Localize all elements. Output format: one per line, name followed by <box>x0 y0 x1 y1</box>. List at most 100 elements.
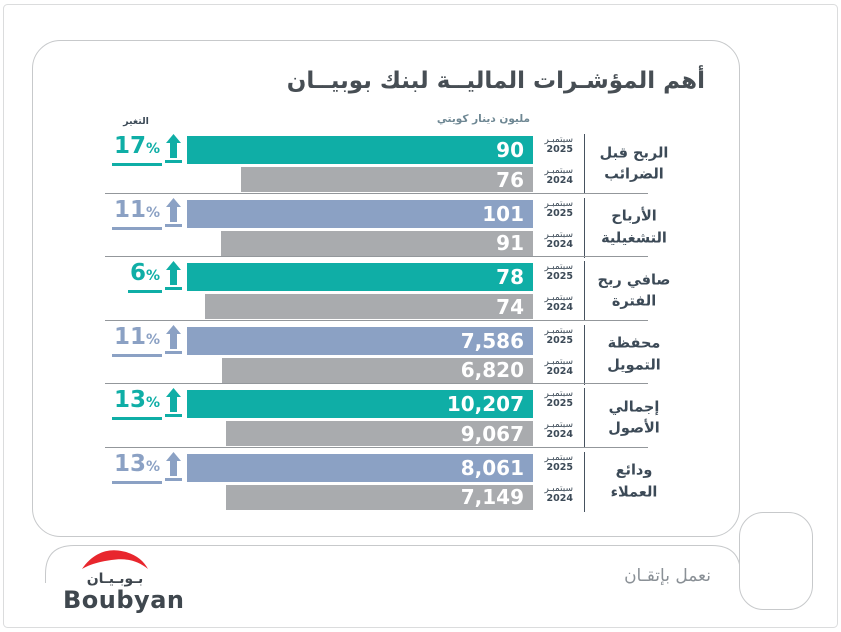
corner-tab-border <box>739 512 813 610</box>
report-card: أهم المؤشـرات الماليــة لبنك بوبيــان مل… <box>32 40 740 537</box>
metric-row: 13% 8,061 7,149 سبتمبـر 2025 سبتمبـر 202… <box>32 450 740 512</box>
metric-label-line2: الفترة <box>611 293 657 310</box>
outer-border <box>3 4 838 628</box>
divider-line <box>584 324 585 385</box>
metric-row: 6% 78 74 سبتمبـر 2025 سبتمبـر 2024 صافي … <box>32 260 740 321</box>
bar-previous-year: 9,067 <box>226 421 533 446</box>
footer-band-border <box>45 545 741 583</box>
year-label: 2024 <box>546 429 573 441</box>
value-current: 78 <box>496 265 524 289</box>
logo-arabic-wordmark: بـوبـيـان <box>86 571 144 587</box>
month-label: سبتمبـر <box>544 420 574 430</box>
change-column-label: التغير <box>123 116 149 127</box>
month-label: سبتمبـر <box>544 452 574 463</box>
month-label: سبتمبـر <box>544 356 574 367</box>
month-label: سبتمبـر <box>544 483 574 494</box>
metric-row: 11% 7,586 6,820 سبتمبـر 2025 سبتمبـر 202… <box>32 323 740 385</box>
month-label: سبتمبـر <box>544 262 574 272</box>
period-label-current: سبتمبـر 2025 <box>511 389 574 409</box>
change-percent-value: 13% <box>111 387 162 420</box>
bar-current-year: 78 <box>187 263 533 291</box>
period-label-previous: سبتمبـر 2024 <box>511 483 574 504</box>
metric-label-line1: صافي ربح <box>597 271 671 288</box>
metric-label-line2: التمويل <box>607 357 661 373</box>
footer-tagline: نعمل بإتقـان <box>624 566 711 586</box>
value-current: 8,061 <box>460 455 524 480</box>
year-label: 2025 <box>546 144 573 156</box>
change-number: 6 <box>129 260 146 286</box>
change-percent-value: 11% <box>111 196 162 230</box>
metric-label-line1: ودائع <box>615 462 653 479</box>
month-label: سبتمبـر <box>544 293 574 303</box>
row-separator <box>105 256 648 257</box>
value-previous: 76 <box>496 167 524 192</box>
increase-arrow-icon <box>165 324 182 354</box>
percent-sign: % <box>145 458 160 475</box>
row-separator <box>105 192 648 194</box>
period-label-previous: سبتمبـر 2024 <box>511 166 574 187</box>
increase-arrow-icon <box>165 197 182 227</box>
period-label-current: سبتمبـر 2025 <box>511 135 574 156</box>
month-label: سبتمبـر <box>544 135 574 145</box>
month-label: سبتمبـر <box>544 198 574 209</box>
percent-sign: % <box>145 141 160 157</box>
metric-label-line1: الربح قبل <box>599 144 669 161</box>
unit-label: مليون دينار كويتي <box>436 113 530 125</box>
metric-label-line2: الأصول <box>608 420 660 437</box>
divider-line <box>584 388 585 448</box>
year-label: 2025 <box>546 207 573 219</box>
change-number: 17 <box>113 133 146 159</box>
percent-sign: % <box>145 395 160 411</box>
value-current: 10,207 <box>446 392 524 416</box>
period-label-previous: سبتمبـر 2024 <box>511 420 574 441</box>
row-separator <box>105 319 648 321</box>
metric-label-line1: الأرباح <box>611 208 657 225</box>
metric-label: إجمالي الأصول <box>588 397 680 441</box>
divider-line <box>584 197 585 258</box>
bar-current-year: 10,207 <box>187 390 533 418</box>
change-percent-value: 13% <box>111 450 162 484</box>
period-label-current: سبتمبـر 2025 <box>511 262 574 283</box>
change-number: 13 <box>113 387 146 413</box>
year-label: 2024 <box>546 302 573 314</box>
increase-arrow-icon <box>165 451 182 481</box>
year-label: 2025 <box>546 271 573 283</box>
change-number: 11 <box>113 196 146 223</box>
change-percent: 11% <box>90 196 182 230</box>
bar-previous-year: 76 <box>241 167 533 192</box>
year-label: 2024 <box>546 175 573 187</box>
year-label: 2025 <box>546 461 573 473</box>
bar-previous-year: 74 <box>205 294 533 319</box>
period-label-previous: سبتمبـر 2024 <box>511 293 574 314</box>
bar-previous-year: 7,149 <box>226 484 533 510</box>
value-previous: 6,820 <box>460 358 524 382</box>
year-label: 2024 <box>546 238 573 250</box>
change-percent-value: 17% <box>111 133 162 166</box>
period-label-current: سبتمبـر 2025 <box>511 198 574 219</box>
bar-current-year: 90 <box>187 136 533 164</box>
change-number: 11 <box>113 323 146 350</box>
metric-label: الأرباح التشغيلية <box>588 206 680 250</box>
divider-line <box>584 451 585 512</box>
percent-sign: % <box>145 204 160 221</box>
period-label-current: سبتمبـر 2025 <box>511 452 574 473</box>
increase-arrow-icon <box>165 261 182 290</box>
period-label-previous: سبتمبـر 2024 <box>511 356 574 377</box>
bar-current-year: 8,061 <box>187 453 533 482</box>
change-number: 13 <box>113 450 146 477</box>
change-percent: 17% <box>90 133 182 166</box>
value-previous: 9,067 <box>460 421 524 446</box>
bar-current-year: 101 <box>187 199 533 228</box>
value-current: 90 <box>496 138 524 162</box>
percent-sign: % <box>145 331 160 348</box>
year-label: 2024 <box>546 365 573 377</box>
month-label: سبتمبـر <box>544 166 574 176</box>
increase-arrow-icon <box>165 134 182 163</box>
month-label: سبتمبـر <box>544 389 574 399</box>
value-previous: 74 <box>496 294 524 319</box>
change-percent: 6% <box>90 260 182 293</box>
year-label: 2025 <box>546 334 573 346</box>
bar-current-year: 7,586 <box>187 326 533 355</box>
metric-label: الربح قبل الضرائب <box>588 143 680 187</box>
period-label-current: سبتمبـر 2025 <box>511 326 574 346</box>
